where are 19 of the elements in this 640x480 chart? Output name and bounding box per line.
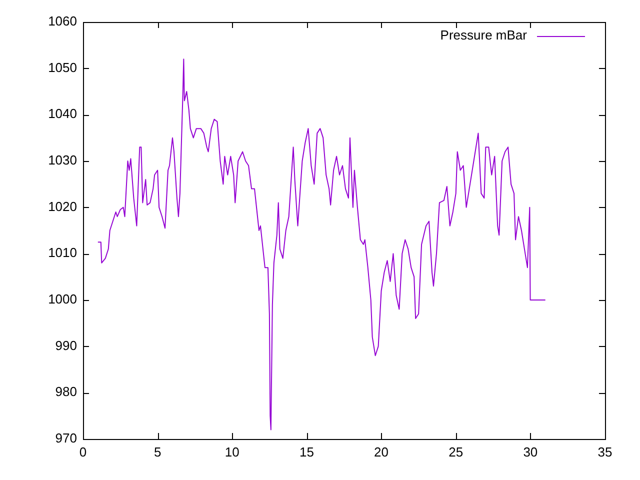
x-tick-label: 0 xyxy=(79,444,87,460)
x-tick-label: 10 xyxy=(224,444,240,460)
legend-label: Pressure mBar xyxy=(440,28,528,43)
y-tick-label: 990 xyxy=(55,338,77,353)
y-tick-label: 1010 xyxy=(48,245,77,260)
x-tick-label: 35 xyxy=(598,444,612,460)
x-tick-label: 25 xyxy=(448,444,464,460)
y-tick-label: 1000 xyxy=(48,292,77,307)
x-tick-label: 20 xyxy=(374,444,389,460)
y-tick-label: 1050 xyxy=(48,60,77,75)
x-tick-label: 5 xyxy=(154,444,162,460)
x-tick-label: 30 xyxy=(523,444,538,460)
y-tick-label: 980 xyxy=(55,384,77,400)
y-tick-label: 1060 xyxy=(48,14,77,29)
y-tick-label: 970 xyxy=(55,430,77,446)
y-tick-label: 1040 xyxy=(48,106,77,122)
y-tick-label: 1020 xyxy=(48,198,77,214)
y-tick-label: 1030 xyxy=(48,152,77,168)
x-tick-label: 15 xyxy=(299,444,314,460)
